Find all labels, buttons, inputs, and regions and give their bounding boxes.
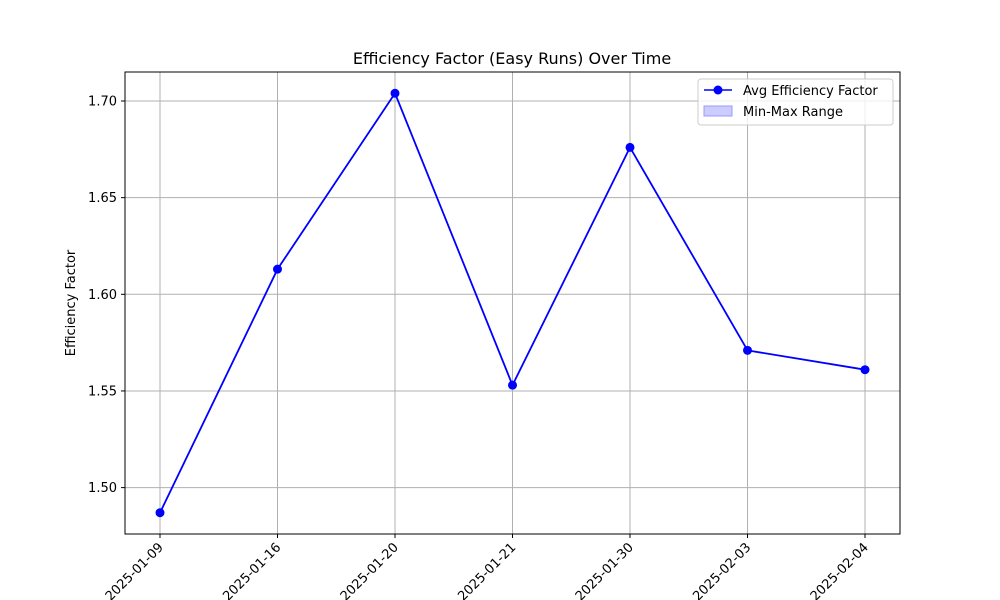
data-point bbox=[273, 264, 282, 274]
data-point bbox=[390, 88, 400, 98]
y-tick-label: 1.70 bbox=[88, 94, 117, 109]
data-point bbox=[743, 345, 752, 355]
y-tick-label: 1.65 bbox=[88, 191, 117, 206]
legend-label-avg: Avg Efficiency Factor bbox=[743, 84, 878, 99]
y-axis-title: Efficiency Factor bbox=[64, 249, 79, 356]
chart-title: Efficiency Factor (Easy Runs) Over Time bbox=[353, 49, 671, 68]
data-point bbox=[860, 365, 870, 375]
y-tick-label: 1.60 bbox=[88, 288, 117, 303]
data-point bbox=[625, 142, 635, 152]
series-layer bbox=[155, 88, 870, 518]
data-point bbox=[155, 508, 165, 518]
legend-box bbox=[697, 78, 894, 126]
y-tick-label: 1.50 bbox=[88, 481, 117, 496]
data-point bbox=[508, 380, 517, 390]
legend: Avg Efficiency Factor Min-Max Range bbox=[697, 78, 894, 126]
legend-range-swatch bbox=[703, 105, 733, 117]
legend-label-range: Min-Max Range bbox=[743, 105, 843, 120]
y-tick-label: 1.55 bbox=[88, 384, 117, 399]
legend-marker-swatch bbox=[713, 85, 723, 95]
